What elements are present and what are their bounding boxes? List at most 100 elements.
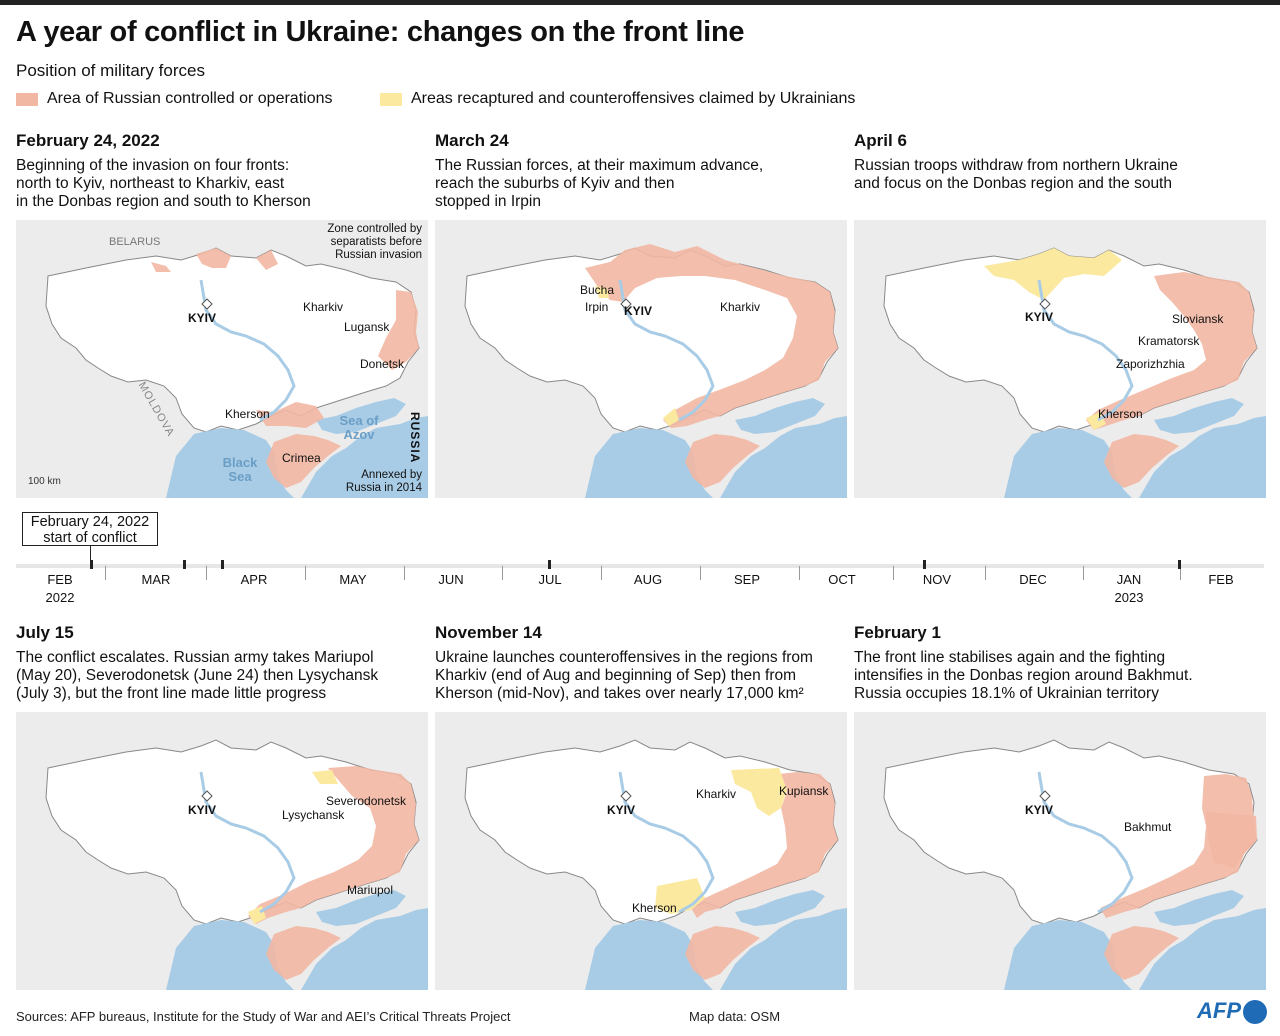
label-black-sea: Black Sea xyxy=(222,455,258,484)
legend-label-ukrainian: Areas recaptured and counteroffensives c… xyxy=(411,90,856,107)
timeline-month-separator xyxy=(1083,566,1084,580)
timeline-month-label: MAR xyxy=(141,572,171,587)
russian-controlled-area xyxy=(196,248,231,268)
panel-4-desc: The conflict escalates. Russian army tak… xyxy=(16,649,428,703)
panel-6-desc: The front line stabilises again and the … xyxy=(854,649,1266,703)
timeline-month-label: MAY xyxy=(339,572,367,587)
timeline-bar xyxy=(16,564,1264,568)
timeline-month-separator xyxy=(206,566,207,580)
panel-1-desc-line: in the Donbas region and south to Kherso… xyxy=(16,193,311,210)
panel-2-header: March 24 The Russian forces, at their ma… xyxy=(435,131,847,211)
panel-2-desc-line: stopped in Irpin xyxy=(435,193,541,210)
timeline-event-tick xyxy=(923,560,926,569)
label-irpin: Irpin xyxy=(585,300,609,314)
map-canvas xyxy=(883,247,1266,498)
timeline-month-separator xyxy=(700,566,701,580)
panel-6-header: February 1 The front line stabilises aga… xyxy=(854,623,1266,703)
russian-controlled-area xyxy=(256,250,278,270)
sea-area xyxy=(166,398,428,498)
ukrainian-recaptured-area xyxy=(312,770,338,784)
russian-controlled-area xyxy=(1104,434,1179,488)
label-bucha: Bucha xyxy=(580,283,615,297)
legend-russian: Area of Russian controlled or operations xyxy=(16,90,333,108)
timeline-month-label: JUN xyxy=(438,572,464,587)
label-kharkiv: Kharkiv xyxy=(303,300,344,314)
map-april-6: KYIV Sloviansk Kramatorsk Zaporizhzhia K… xyxy=(854,220,1266,498)
panel-1-desc-line: Beginning of the invasion on four fronts… xyxy=(16,157,290,174)
panel-2-desc: The Russian forces, at their maximum adv… xyxy=(435,157,847,211)
panel-5-desc-line: Kherson (mid-Nov), and takes over nearly… xyxy=(435,685,804,702)
top-rule xyxy=(0,0,1280,5)
ukraine-territory xyxy=(883,739,1258,925)
footer-map-data: Map data: OSM xyxy=(689,1009,781,1024)
timeline-month-label: SEP xyxy=(733,572,760,587)
map-canvas xyxy=(45,247,428,498)
timeline-event-tick xyxy=(1178,560,1181,569)
russian-controlled-area xyxy=(691,772,838,918)
label-lugansk: Lugansk xyxy=(344,320,390,334)
panel-1-desc: Beginning of the invasion on four fronts… xyxy=(16,157,428,211)
panel-6-desc-line: Russia occupies 18.1% of Ukrainian terri… xyxy=(854,685,1159,702)
map-canvas xyxy=(464,739,847,990)
label-mariupol: Mariupol xyxy=(347,883,394,897)
timeline-month-label: FEB xyxy=(47,572,73,587)
timeline-event-tick xyxy=(90,560,93,569)
timeline-month-label: AUG xyxy=(633,572,663,587)
legend-swatch-russian xyxy=(16,92,38,106)
panel-2-date: March 24 xyxy=(435,131,509,150)
map-canvas xyxy=(464,244,847,498)
timeline-month-separator xyxy=(105,566,106,580)
panel-5-header: November 14 Ukraine launches counteroffe… xyxy=(435,623,847,703)
label-bakhmut: Bakhmut xyxy=(1124,820,1172,834)
sea-area xyxy=(1004,890,1266,990)
label-kyiv: KYIV xyxy=(188,803,217,817)
russian-controlled-area xyxy=(378,290,419,370)
russian-controlled-area xyxy=(1100,774,1257,918)
map-february-1: KYIV Bakhmut xyxy=(854,712,1266,990)
ukrainian-recaptured-area xyxy=(731,768,787,816)
panel-5-date: November 14 xyxy=(435,623,542,642)
panel-4-desc-line: (May 20), Severodonetsk (June 24) then L… xyxy=(16,667,379,684)
footer-sources: Sources: AFP bureaus, Institute for the … xyxy=(16,1009,511,1024)
russian-controlled-area xyxy=(248,766,419,924)
russian-controlled-area xyxy=(685,434,760,488)
dnipro-river xyxy=(1037,279,1134,422)
label-kyiv: KYIV xyxy=(607,803,636,817)
map-feb-24-2022: BELARUS MOLDOVA Zone controlled by separ… xyxy=(16,220,428,498)
ukrainian-recaptured-area xyxy=(595,286,609,298)
panel-3-date: April 6 xyxy=(854,131,907,150)
panel-5-desc: Ukraine launches counteroffensives in th… xyxy=(435,649,847,703)
panel-4-date: July 15 xyxy=(16,623,74,642)
sea-area xyxy=(166,890,428,990)
ukrainian-recaptured-area xyxy=(663,408,679,426)
label-kharkiv: Kharkiv xyxy=(720,300,761,314)
map-canvas xyxy=(45,739,428,990)
dnipro-river xyxy=(1037,771,1134,914)
label-kyiv: KYIV xyxy=(188,311,217,325)
timeline-month-separator xyxy=(799,566,800,580)
map-march-24: Bucha Irpin KYIV Kharkiv xyxy=(435,220,847,498)
panel-4-desc-line: (July 3), but the front line made little… xyxy=(16,685,327,702)
dnipro-river xyxy=(199,279,296,422)
panel-6-desc-line: The front line stabilises again and the … xyxy=(854,649,1166,666)
label-kharkiv: Kharkiv xyxy=(696,787,737,801)
timeline-month-label: APR xyxy=(240,572,268,587)
sea-area xyxy=(585,398,847,498)
map-november-14: KYIV Kharkiv Kupiansk Kherson xyxy=(435,712,847,990)
capital-marker xyxy=(1039,790,1051,802)
page-subtitle: Position of military forces xyxy=(16,61,205,80)
note-separatist-zone: Zone controlled by separatists before Ru… xyxy=(327,223,422,261)
label-donetsk: Donetsk xyxy=(360,357,405,371)
label-belarus: BELARUS xyxy=(109,236,161,248)
afp-logo-mark xyxy=(1243,1000,1267,1024)
panel-5-desc-line: Kharkiv (end of Aug and beginning of Sep… xyxy=(435,667,797,684)
capital-marker xyxy=(1039,298,1051,310)
label-kyiv: KYIV xyxy=(1025,310,1054,324)
legend-ukrainian: Areas recaptured and counteroffensives c… xyxy=(380,90,855,108)
label-kupiansk: Kupiansk xyxy=(779,784,829,798)
year-start: 2022 xyxy=(45,590,75,605)
timeline-event-tick xyxy=(183,560,186,569)
page-title: A year of conflict in Ukraine: changes o… xyxy=(16,16,745,48)
capital-marker xyxy=(201,790,213,802)
timeline-month-label: FEB xyxy=(1208,572,1234,587)
